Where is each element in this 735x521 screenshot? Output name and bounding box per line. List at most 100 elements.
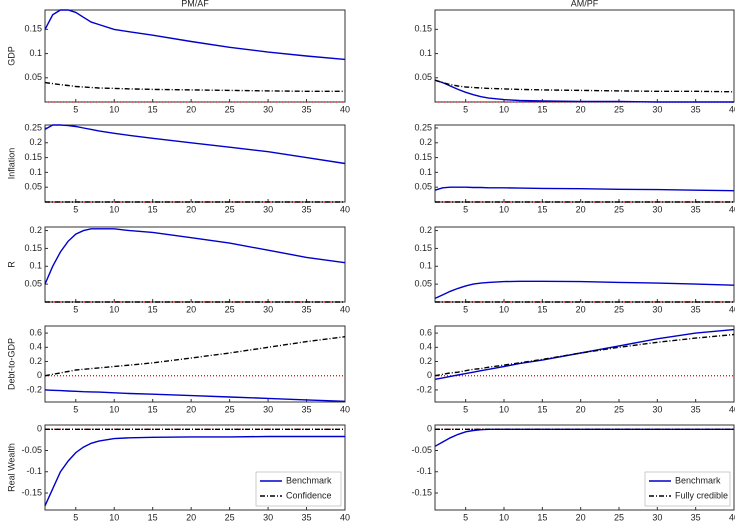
x-tick-label: 5 (73, 204, 78, 214)
panel-frame (434, 9, 735, 103)
x-tick-label: 10 (109, 512, 119, 521)
x-tick-label: 25 (225, 204, 235, 214)
series-line (44, 228, 346, 285)
x-tick-label: 20 (576, 512, 586, 521)
x-tick-label: 30 (652, 104, 662, 114)
x-tick-label: 25 (225, 304, 235, 314)
x-tick-label: 40 (729, 104, 735, 114)
x-tick-label: 20 (186, 104, 196, 114)
y-tick-label: 0.1 (419, 261, 432, 271)
y-axis-label: Inflation (6, 148, 16, 180)
legend-label: Fully credible (675, 490, 728, 500)
series-line (44, 435, 345, 507)
x-tick-label: 15 (537, 204, 547, 214)
x-tick-label: 35 (302, 404, 312, 414)
y-tick-label: -0.05 (21, 445, 42, 455)
y-tick-label: 0.15 (24, 152, 42, 162)
x-tick-label: 25 (614, 404, 624, 414)
panel-frame (44, 325, 346, 403)
y-tick-label: -0.1 (26, 466, 42, 476)
x-tick-label: 10 (499, 104, 509, 114)
x-tick-label: 20 (186, 304, 196, 314)
series-line (44, 9, 346, 61)
legend-box (255, 471, 342, 507)
y-tick-label: 0.6 (419, 327, 432, 337)
x-tick-label: 35 (691, 104, 701, 114)
legend-label: Benchmark (286, 475, 332, 485)
x-tick-label: 10 (499, 204, 509, 214)
x-tick-label: 15 (148, 104, 158, 114)
panel-frame (434, 325, 735, 403)
y-tick-label: 0.15 (414, 152, 432, 162)
y-tick-label: -0.05 (411, 445, 432, 455)
legend-box (644, 471, 731, 507)
x-tick-label: 15 (537, 104, 547, 114)
y-tick-label: 0.1 (29, 261, 42, 271)
y-tick-label: 0.2 (29, 356, 42, 366)
x-tick-label: 30 (263, 304, 273, 314)
x-tick-label: 15 (537, 404, 547, 414)
x-tick-label: 5 (463, 104, 468, 114)
y-tick-label: 0.1 (419, 48, 432, 58)
y-axis-label: GDP (6, 46, 16, 66)
x-tick-label: 10 (499, 404, 509, 414)
y-tick-label: 0.2 (29, 225, 42, 235)
legend-label: Benchmark (675, 475, 721, 485)
series-line (44, 336, 346, 377)
x-tick-label: 15 (148, 404, 158, 414)
y-tick-label: 0.05 (24, 72, 42, 82)
y-tick-label: 0 (427, 370, 432, 380)
x-tick-label: 20 (576, 404, 586, 414)
y-tick-label: 0.15 (414, 243, 432, 253)
x-tick-label: 30 (652, 512, 662, 521)
y-tick-label: 0.2 (29, 137, 42, 147)
x-tick-label: 20 (576, 304, 586, 314)
x-tick-label: 5 (463, 204, 468, 214)
x-tick-label: 20 (186, 204, 196, 214)
y-tick-label: -0.15 (21, 487, 42, 497)
y-axis-label: Debt-to-GDP (6, 338, 16, 390)
y-tick-label: 0.05 (414, 72, 432, 82)
y-tick-label: 0.05 (24, 182, 42, 192)
y-tick-label: -0.2 (26, 384, 42, 394)
x-tick-label: 35 (302, 304, 312, 314)
x-tick-label: 40 (340, 204, 350, 214)
x-tick-label: 25 (225, 512, 235, 521)
x-tick-label: 10 (499, 304, 509, 314)
y-axis-label: R (6, 261, 16, 268)
series-line (434, 186, 735, 192)
x-tick-label: 5 (463, 512, 468, 521)
x-tick-label: 35 (691, 512, 701, 521)
x-tick-label: 25 (614, 304, 624, 314)
panel-frame (44, 9, 346, 103)
x-tick-label: 20 (576, 104, 586, 114)
x-tick-label: 15 (148, 204, 158, 214)
x-tick-label: 10 (109, 304, 119, 314)
x-tick-label: 25 (614, 512, 624, 521)
x-tick-label: 40 (729, 304, 735, 314)
y-tick-label: 0.1 (29, 167, 42, 177)
x-tick-label: 30 (652, 304, 662, 314)
y-tick-label: 0.2 (419, 137, 432, 147)
x-tick-label: 40 (340, 304, 350, 314)
x-tick-label: 35 (302, 104, 312, 114)
x-tick-label: 20 (576, 204, 586, 214)
panel-title: PM/AF (181, 0, 209, 8)
x-tick-label: 15 (148, 512, 158, 521)
y-tick-label: 0 (427, 424, 432, 434)
x-tick-label: 5 (73, 304, 78, 314)
y-tick-label: 0.2 (419, 356, 432, 366)
x-tick-label: 30 (263, 204, 273, 214)
x-tick-label: 25 (225, 104, 235, 114)
panel-frame (434, 226, 735, 303)
series-line (434, 328, 735, 380)
y-tick-label: 0 (37, 370, 42, 380)
x-tick-label: 10 (109, 404, 119, 414)
x-tick-label: 40 (729, 404, 735, 414)
y-tick-label: 0.05 (414, 279, 432, 289)
series-line (434, 333, 735, 377)
series-line (44, 389, 346, 402)
y-tick-label: 0.6 (29, 327, 42, 337)
series-line (44, 81, 345, 92)
